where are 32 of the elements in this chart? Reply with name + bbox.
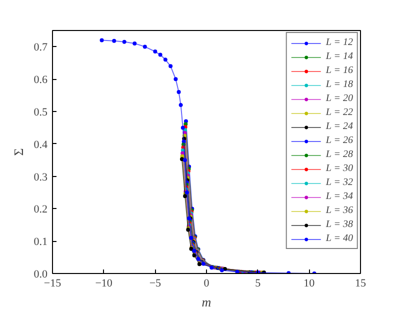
legend-label: L = 20 (326, 93, 353, 104)
y-tick-label: 0.1 (34, 236, 48, 248)
legend-label: L = 34 (326, 191, 353, 202)
x-tick-label: 0 (204, 278, 210, 290)
x-tick-label: 15 (355, 278, 366, 290)
x-axis-title: m (202, 294, 212, 310)
y-tick-label: 0.0 (34, 268, 48, 280)
legend-label: L = 28 (326, 149, 353, 160)
legend-label: L = 16 (326, 65, 353, 76)
x-tick-label: −15 (44, 278, 62, 290)
y-tick-label: 0.2 (34, 204, 48, 216)
legend-label: L = 40 (326, 233, 353, 244)
x-tick-label: −10 (95, 278, 113, 290)
legend-label: L = 26 (326, 135, 353, 146)
legend-label: L = 32 (326, 177, 353, 188)
y-tick-label: 0.6 (34, 74, 48, 86)
y-tick-label: 0.7 (34, 42, 48, 54)
x-tick-label: 5 (255, 278, 262, 290)
legend-label: L = 18 (326, 79, 353, 90)
legend-label: L = 36 (326, 205, 353, 216)
y-axis-title: Σ (10, 148, 26, 156)
y-tick-label: 0.4 (34, 138, 48, 151)
y-tick-label: 0.3 (34, 171, 48, 184)
y-tick-label: 0.5 (34, 106, 48, 118)
legend-label: L = 22 (326, 107, 353, 118)
x-tick-label: 10 (304, 278, 316, 290)
legend-label: L = 12 (326, 37, 353, 48)
legend-label: L = 38 (326, 219, 353, 230)
legend-label: L = 30 (326, 163, 353, 174)
legend-label: L = 24 (326, 121, 353, 132)
legend-label: L = 14 (326, 51, 353, 62)
x-tick-label: −5 (149, 278, 162, 290)
